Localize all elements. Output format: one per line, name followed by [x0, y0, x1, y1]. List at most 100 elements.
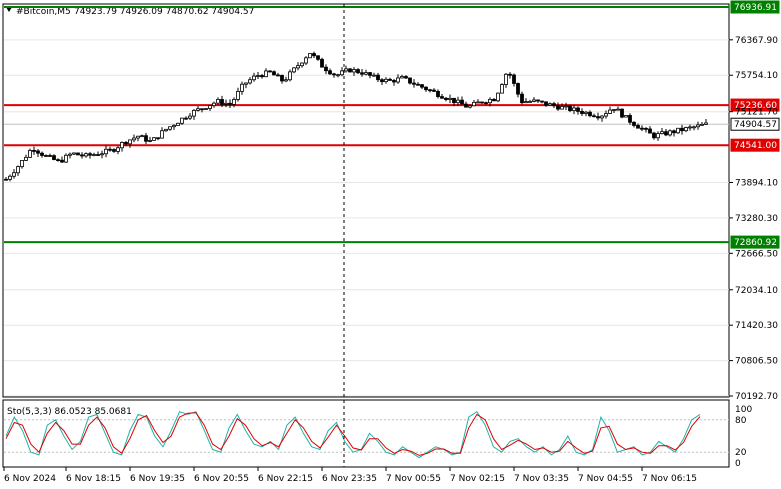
candle-body [472, 101, 476, 107]
candle-body [540, 100, 544, 103]
candle-body [520, 93, 524, 104]
level-label: 74541.00 [734, 141, 777, 151]
candle-body [596, 116, 600, 119]
candle-body [272, 71, 276, 76]
candle-body [48, 155, 52, 157]
candle-body [120, 142, 124, 149]
candle-body [436, 90, 440, 97]
candle-body [116, 147, 120, 152]
candle-body [156, 137, 160, 140]
candle-body [556, 105, 560, 110]
candle-body [160, 130, 164, 139]
candle-body [508, 73, 512, 76]
candle-body [396, 77, 400, 83]
candle-body [600, 115, 604, 119]
chart-menu-triangle-icon[interactable] [6, 7, 12, 12]
candle-body [468, 105, 472, 108]
candle-body [140, 135, 144, 138]
candle-body [544, 101, 548, 106]
stoch-main-line [5, 410, 701, 459]
candle-body [676, 127, 680, 134]
candle-body [72, 152, 76, 155]
candle-body [452, 97, 456, 104]
candle-body [264, 70, 268, 78]
candle-body [440, 96, 444, 99]
candle-body [368, 72, 372, 76]
candle-body [628, 115, 632, 123]
candle-body [324, 66, 328, 72]
candle-body [108, 148, 112, 151]
candle-body [60, 159, 64, 163]
candle-body [240, 83, 244, 92]
candle-body [420, 84, 424, 88]
candles [4, 51, 708, 182]
time-tick-label: 6 Nov 2024 [4, 474, 56, 484]
candle-body [92, 154, 96, 156]
candle-body [104, 148, 108, 155]
level-label: 72860.92 [734, 238, 777, 248]
horizontal-levels[interactable]: 76936.91 75236.60 74904.57 74541.00 72860.92 [4, 0, 780, 249]
candle-body [220, 99, 224, 105]
candle-body [576, 107, 580, 112]
candle-body [332, 73, 336, 76]
level-label: 76936.91 [734, 3, 777, 13]
candle-body [680, 127, 684, 132]
candle-body [216, 99, 220, 104]
candle-body [660, 131, 664, 135]
candle-body [360, 72, 364, 75]
price-tick-label: 75754.10 [735, 71, 778, 81]
candle-body [476, 101, 480, 104]
time-tick-label: 7 Nov 06:15 [642, 474, 697, 484]
candle-body [456, 99, 460, 104]
stoch-label: Sto(5,3,3) 86.0523 85.0681 [7, 407, 132, 417]
candle-body [388, 78, 392, 81]
price-tick-label: 75121.70 [735, 108, 778, 118]
candle-body [372, 74, 376, 77]
candle-body [700, 123, 704, 126]
candle-body [376, 74, 380, 81]
candle-body [124, 142, 128, 145]
candle-body [384, 78, 388, 83]
candle-body [16, 166, 20, 174]
price-tick-label: 76367.90 [735, 36, 778, 46]
candle-body [152, 137, 156, 141]
candle-body [516, 83, 520, 95]
candle-body [52, 155, 56, 161]
time-tick-label: 6 Nov 18:15 [66, 474, 121, 484]
candle-body [328, 70, 332, 75]
candle-body [644, 127, 648, 130]
candle-body [12, 172, 16, 177]
candle-body [608, 109, 612, 114]
candle-body [620, 108, 624, 118]
candle-body [4, 178, 8, 181]
candle-body [616, 108, 620, 111]
candle-body [168, 126, 172, 130]
price-tick-label: 72034.10 [735, 286, 778, 296]
price-tick-label: 72666.50 [735, 249, 778, 259]
candle-body [684, 127, 688, 132]
chart-ohlc-header: 74923.79 74926.09 74870.62 74904.57 [74, 7, 254, 17]
candle-body [552, 103, 556, 107]
level-label-box [730, 117, 780, 131]
candle-body [232, 99, 236, 105]
candle-body [560, 106, 564, 110]
candle-body [128, 139, 132, 145]
stoch-tick-label: 20 [735, 448, 747, 458]
candle-body [416, 83, 420, 86]
candle-body [512, 74, 516, 84]
candle-body [68, 153, 72, 156]
candle-body [256, 75, 260, 77]
candle-body [208, 105, 212, 109]
candle-body [356, 69, 360, 74]
candle-body [648, 128, 652, 134]
candle-body [672, 130, 676, 134]
candle-body [548, 103, 552, 106]
time-tick-label: 6 Nov 19:35 [130, 474, 185, 484]
candle-body [80, 154, 84, 157]
candle-body [20, 159, 24, 168]
candle-body [260, 75, 264, 78]
candle-body [568, 105, 572, 112]
candle-body [460, 99, 464, 105]
candle-body [244, 82, 248, 85]
candle-body [196, 108, 200, 111]
